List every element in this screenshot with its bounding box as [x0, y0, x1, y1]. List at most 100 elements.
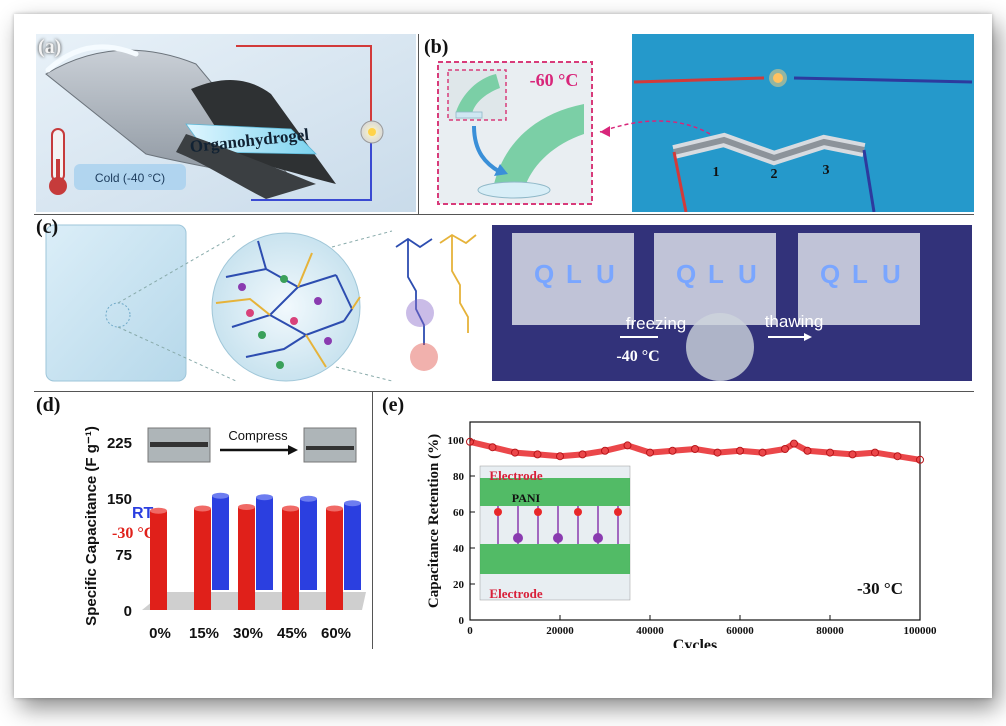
chart-d-ytick: 225: [107, 435, 132, 452]
pointer-arrow: [599, 120, 711, 135]
electrode-carbon-2: [176, 134, 316, 199]
led-letter-l-2: L: [708, 259, 724, 289]
chart-e-xtick: 20000: [546, 625, 574, 637]
panel-d-label: (d): [36, 394, 61, 416]
chart-e-point: [668, 446, 677, 455]
figure: Cold (-40 °C) Organohydrogel (a) -60 °C …: [14, 14, 992, 698]
chart-d-bar-rt: [256, 497, 273, 590]
chart-e-point: [623, 441, 632, 450]
chart-d-bar-cold-cap: [150, 507, 167, 514]
photo-wire-blue: [793, 76, 973, 84]
inset-electrode-bottom: Electrode: [489, 586, 542, 601]
chart-e-point: [578, 450, 587, 459]
chart-d-bar-rt: [300, 498, 317, 590]
chart-e-point: [781, 445, 789, 453]
chart-e-series-line: [469, 438, 921, 463]
led-board-2: [654, 233, 776, 325]
led-letter-l-1: L: [566, 259, 582, 289]
chart-d-bar-rt-cap: [300, 495, 317, 502]
chart-e-point: [556, 452, 564, 461]
device-number-1: 1: [713, 165, 720, 180]
compress-inset-before-strip: [150, 442, 208, 447]
led-letter-u-3: U: [882, 259, 901, 289]
chart-d-xtick: 30%: [233, 625, 263, 642]
chart-d-ytick: 0: [124, 603, 132, 620]
ion-particles: [238, 275, 332, 369]
led-board-3: [798, 233, 920, 325]
zoom-line-bottom: [117, 326, 237, 382]
gel-small: [455, 111, 483, 119]
ammonium-group: [406, 299, 434, 327]
chart-e-ylabel: Capacitance Retention (%): [426, 434, 442, 608]
photo-wire-red: [633, 76, 765, 84]
divider-row2: [34, 391, 974, 392]
network-zoom: [211, 232, 361, 382]
chart-d-xtick: 0%: [149, 625, 171, 642]
chart-e-point: [893, 452, 902, 461]
crosslink-network: [215, 252, 361, 368]
hydrogel-photo: [45, 224, 187, 382]
chart-d-bar-cold: [238, 506, 255, 610]
chart-e-point: [848, 450, 857, 459]
inset-electrode-top: Electrode: [489, 468, 542, 483]
chart-e-point: [691, 445, 699, 453]
thawing-arrowhead: [804, 333, 812, 341]
led-photo: [632, 34, 974, 212]
finger-press: [494, 104, 584, 184]
chart-d-xtick: 45%: [277, 625, 307, 642]
chart-e-point: [758, 448, 767, 457]
led-letter-q-2: Q: [676, 259, 696, 289]
chart-d-ytick: 150: [107, 491, 132, 508]
chart-e-point: [601, 446, 609, 455]
chart-e-temperature: -30 °C: [857, 579, 903, 598]
compress-arrowhead: [288, 445, 298, 455]
bulb-glow: [368, 128, 376, 136]
chart-d-bar-rt: [344, 503, 361, 590]
divider-row1: [34, 214, 974, 215]
panel-b-illustration: -60 °C 1 2 3: [437, 34, 974, 212]
freezing-temperature: -40 °C: [616, 348, 659, 365]
press-arrow-icon: [472, 125, 502, 174]
compress-label: Compress: [228, 428, 288, 443]
chart-d: Compress RT -30 °C 0 75 150 225 Specific Cap…: [83, 426, 366, 642]
zoom-line-top: [117, 234, 237, 304]
led-letter-u-1: U: [596, 259, 615, 289]
chart-e-ytick: 60: [453, 507, 465, 519]
device-number-3: 3: [823, 163, 830, 178]
photo-wire-right: [862, 149, 876, 212]
circuit-wire-red: [236, 45, 372, 122]
chart-d-xtick: 60%: [321, 625, 351, 642]
led-photo-shade: [632, 34, 974, 212]
chart-e-xtick: 60000: [726, 625, 754, 637]
photo-wire-left: [672, 151, 688, 212]
chart-e-point: [533, 450, 542, 459]
pointer-arrowhead: [600, 126, 610, 137]
chart-d-bar-cold-cap: [326, 505, 343, 512]
chart-e-point: [736, 446, 744, 455]
legend-cold: -30 °C: [112, 525, 155, 542]
inset-pani: PANI: [512, 491, 541, 505]
chart-d-bar-cold: [150, 510, 167, 610]
chart-e-point: [871, 448, 879, 457]
chart-d-bar-rt-cap: [212, 492, 229, 499]
gel-pressed: [477, 181, 551, 199]
led-glow: [769, 69, 787, 87]
chart-e-point: [790, 439, 798, 448]
chart-e-ytick: 80: [453, 471, 465, 483]
divider-de: [372, 391, 373, 649]
chart-e-point: [511, 448, 519, 457]
chart-e-xtick: 100000: [904, 625, 938, 637]
legend-rt: RT: [132, 505, 154, 522]
hydroxy-monomer: [439, 233, 477, 333]
chart-d-bar-rt-cap: [344, 500, 361, 507]
inset-temperature: -60 °C: [530, 70, 579, 90]
chart-e-frame: [469, 421, 921, 621]
chart-e-point: [826, 448, 834, 457]
chart-e-point: [713, 448, 722, 457]
sulfonate-group: [410, 343, 438, 371]
zwitterion-monomer: [395, 237, 433, 345]
panel-c-label: (c): [36, 216, 59, 238]
chart-d-ytick: 75: [115, 547, 132, 564]
divider-ab: [418, 34, 419, 214]
zoom-line-2a: [331, 230, 393, 248]
